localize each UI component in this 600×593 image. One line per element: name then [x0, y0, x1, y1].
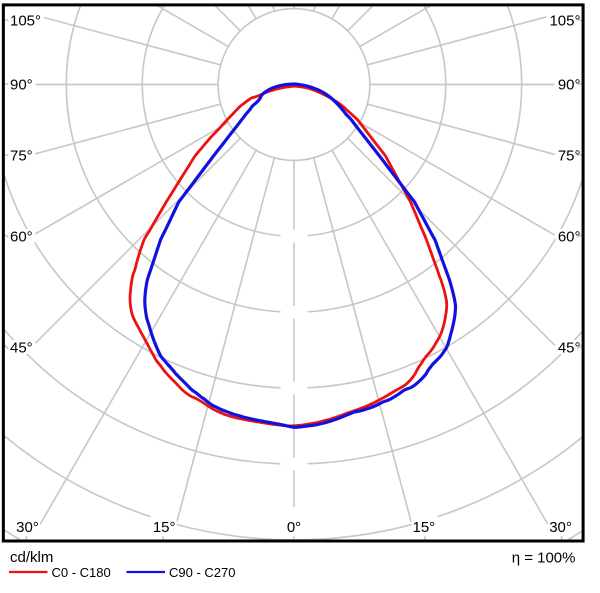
svg-text:30°: 30°: [16, 519, 39, 536]
svg-text:15°: 15°: [413, 519, 436, 536]
svg-text:cd/klm: cd/klm: [10, 549, 53, 566]
svg-text:105°: 105°: [549, 12, 580, 29]
svg-text:90°: 90°: [10, 76, 33, 93]
svg-text:C90 - C270: C90 - C270: [169, 565, 235, 580]
svg-text:η = 100%: η = 100%: [512, 550, 576, 567]
svg-text:90°: 90°: [558, 76, 581, 93]
svg-text:60°: 60°: [10, 228, 33, 245]
svg-text:15°: 15°: [153, 519, 176, 536]
svg-text:75°: 75°: [558, 147, 581, 164]
svg-text:C0 - C180: C0 - C180: [52, 565, 111, 580]
svg-text:45°: 45°: [558, 339, 581, 356]
svg-text:75°: 75°: [10, 147, 33, 164]
svg-text:30°: 30°: [549, 519, 572, 536]
svg-text:45°: 45°: [10, 339, 33, 356]
svg-text:0°: 0°: [287, 519, 301, 536]
svg-text:105°: 105°: [10, 12, 41, 29]
svg-text:60°: 60°: [558, 228, 581, 245]
